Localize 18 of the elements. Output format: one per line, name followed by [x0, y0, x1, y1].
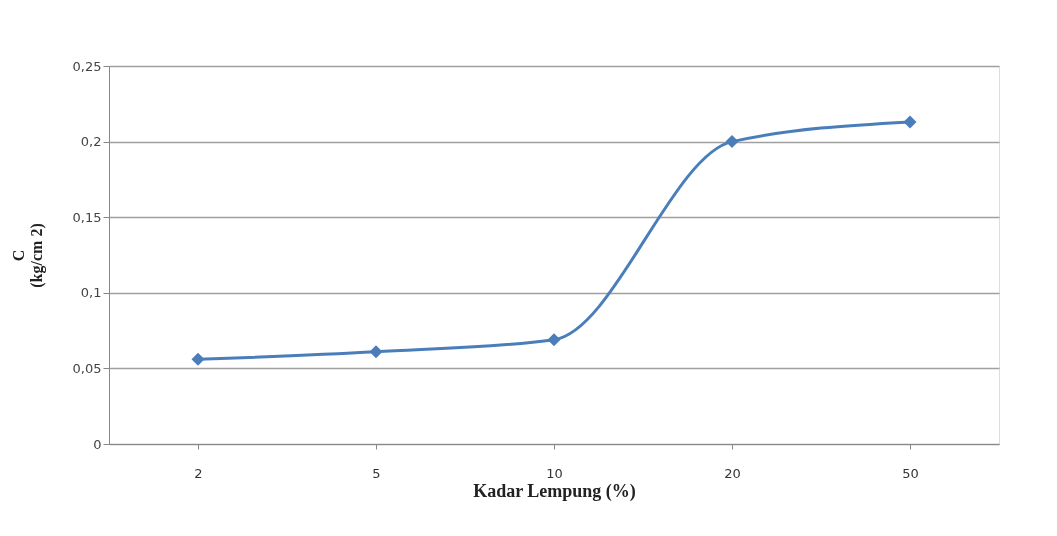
- point: [369, 345, 383, 359]
- y-axis-title: C (kg/cm 2): [9, 223, 46, 288]
- y-tick-label: 0,2: [80, 134, 102, 150]
- x-tick-label: 50: [902, 465, 919, 481]
- point: [903, 115, 917, 129]
- y-tick-label: 0: [93, 436, 102, 452]
- y-tick-label: 0,15: [72, 209, 102, 225]
- x-tick-label: 2: [194, 465, 203, 481]
- y-tick-label: 0,1: [80, 285, 102, 301]
- point: [191, 352, 205, 366]
- y-tick-label: 0,25: [72, 58, 102, 74]
- x-tick-label: 5: [372, 465, 381, 481]
- x-axis-title: Kadar Lempung (%): [473, 480, 636, 502]
- y-tick-label: 0,05: [72, 360, 102, 376]
- point: [547, 333, 561, 347]
- x-tick-label: 20: [724, 465, 741, 481]
- x-tick-label: 10: [546, 465, 563, 481]
- point: [725, 135, 739, 149]
